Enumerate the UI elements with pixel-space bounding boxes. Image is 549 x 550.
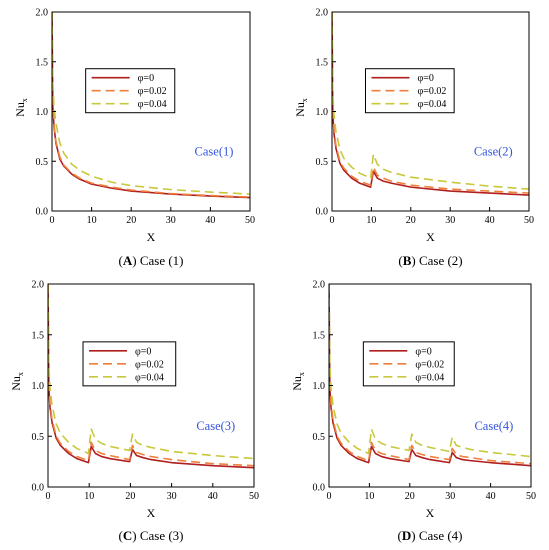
series-line-1 [48,284,254,467]
chart-panel-d: 0 10 20 30 40 500.00.51.01.52.0XNuxφ=0φ=0.02φ… [290,280,536,544]
y-axis-label: Nux [290,372,306,391]
x-tick-label: 20 [125,491,135,502]
legend-label: φ=0 [417,73,433,84]
legend: φ=0 φ=0.02 φ=0.04 [82,341,177,387]
y-tick-label: 1.0 [36,107,49,118]
series-line-2 [52,12,250,195]
chart-panel-b: 0 10 20 30 40 500.00.51.01.52.0XNuxφ=0φ=0.02φ… [293,8,534,269]
x-tick-label: 40 [208,491,218,502]
case-annotation: Case(4) [474,419,513,433]
legend-label: φ=0 [135,346,151,357]
x-tick-label: 10 [364,491,374,502]
panel-caption: (A) Case (1) [119,253,184,268]
legend-label: φ=0 [138,73,154,84]
series-line-1 [52,12,250,198]
panel-caption: (B) Case (2) [398,253,462,268]
y-tick-label: 2.0 [36,8,49,19]
legend: φ=0 φ=0.02 φ=0.04 [85,68,176,114]
series-group [52,12,250,199]
x-tick-label: 50 [526,491,536,502]
case-annotation: Case(3) [196,419,235,433]
y-tick-label: 0.0 [313,483,326,494]
case-annotation: Case(2) [474,144,513,158]
x-tick-label: 20 [126,215,136,226]
series-line-1 [332,12,529,194]
legend-label: φ=0.04 [135,372,164,383]
y-tick-label: 1.5 [36,57,49,68]
x-tick-label: 20 [406,215,416,226]
legend-label: φ=0.02 [138,86,167,97]
y-tick-label: 1.0 [32,381,45,392]
series-line-0 [329,284,531,467]
series-group [329,284,531,467]
legend-label: φ=0.04 [417,99,446,110]
series-line-2 [332,12,529,190]
y-tick-label: 0.5 [36,157,49,168]
y-tick-label: 2.0 [316,8,329,19]
x-tick-label: 0 [327,491,332,502]
x-tick-label: 10 [84,491,94,502]
legend: φ=0 φ=0.02 φ=0.04 [362,341,455,387]
x-axis-label: X [426,230,435,244]
y-tick-label: 0.5 [313,432,326,443]
y-tick-label: 1.5 [313,330,326,341]
y-tick-label: 1.0 [313,381,326,392]
legend-label: φ=0.04 [415,372,444,383]
series-line-2 [48,284,254,460]
y-tick-label: 1.5 [32,330,45,341]
x-axis-label: X [426,506,435,520]
chart-panel-a: 0 10 20 30 40 500.00.51.01.52.0XNuxφ=0φ=0.02φ… [13,8,255,269]
legend-label: φ=0.02 [417,86,446,97]
series-group [332,12,529,196]
legend: φ=0 φ=0.02 φ=0.04 [364,68,455,114]
y-tick-label: 0.5 [316,157,329,168]
x-tick-label: 30 [445,215,455,226]
legend-label: φ=0.02 [135,359,164,370]
x-axis-label: X [147,230,156,244]
x-tick-label: 40 [486,491,496,502]
x-tick-label: 50 [249,491,259,502]
x-axis-label: X [147,506,156,520]
chart-panel-c: 0 10 20 30 40 500.00.51.01.52.0XNuxφ=0φ=0.02φ… [9,280,259,544]
legend-label: φ=0.04 [138,99,167,110]
x-tick-label: 30 [167,491,177,502]
y-axis-label: Nux [13,98,29,117]
case-annotation: Case(1) [195,144,234,158]
y-tick-label: 2.0 [313,280,326,291]
x-tick-label: 0 [330,215,335,226]
x-tick-label: 30 [166,215,176,226]
legend-box [82,341,177,387]
x-tick-label: 40 [485,215,495,226]
legend-label: φ=0.02 [415,359,444,370]
x-tick-label: 0 [46,491,51,502]
y-tick-label: 2.0 [32,280,45,291]
panel-caption: (D) Case (4) [398,528,463,543]
series-line-2 [329,284,531,458]
x-tick-label: 40 [205,215,215,226]
y-tick-label: 0.0 [36,207,49,218]
panel-caption: (C) Case (3) [119,528,184,543]
x-tick-label: 10 [87,215,97,226]
y-tick-label: 0.0 [32,483,45,494]
legend-box [362,341,455,387]
x-tick-label: 50 [245,215,255,226]
series-group [48,284,254,469]
y-tick-label: 1.5 [316,57,329,68]
x-tick-label: 20 [405,491,415,502]
y-axis-label: Nux [293,98,309,117]
x-tick-label: 50 [524,215,534,226]
legend-label: φ=0 [415,346,431,357]
y-tick-label: 0.0 [316,207,329,218]
y-tick-label: 0.5 [32,432,45,443]
x-tick-label: 10 [366,215,376,226]
y-tick-label: 1.0 [316,107,329,118]
x-tick-label: 30 [445,491,455,502]
x-tick-label: 0 [50,215,55,226]
y-axis-label: Nux [9,372,25,391]
